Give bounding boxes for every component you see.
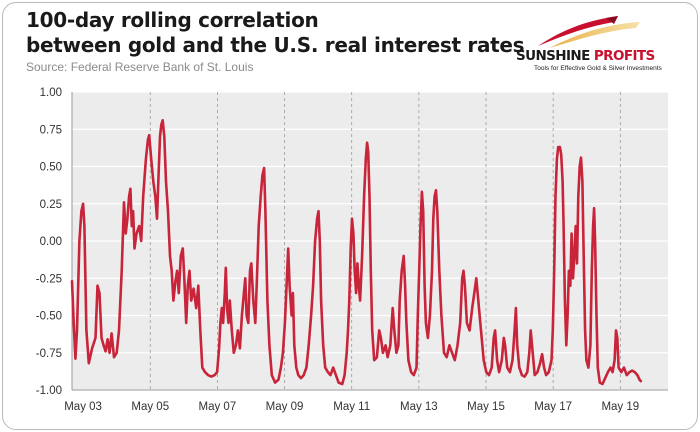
- y-tick-label: -1.00: [36, 385, 62, 397]
- logo-tagline: Tools for Effective Gold & Silver Invest…: [534, 65, 662, 72]
- x-tick-label: May 11: [333, 401, 370, 413]
- chart-title-line1: 100-day rolling correlation: [26, 8, 319, 32]
- x-tick-label: May 05: [131, 401, 169, 413]
- x-tick-label: May 03: [64, 401, 102, 413]
- x-tick-label: May 17: [534, 401, 572, 413]
- y-tick-label: 0.00: [40, 236, 62, 248]
- y-tick-label: -0.50: [36, 311, 62, 323]
- y-tick-label: 1.00: [40, 87, 62, 99]
- sunshine-profits-logo: SUNSHINE PROFITS Tools for Effective Gol…: [510, 12, 680, 74]
- chart-title-line2: between gold and the U.S. real interest …: [26, 33, 525, 57]
- logo-swoosh-icon: [538, 16, 640, 48]
- y-tick-label: 0.75: [40, 124, 62, 136]
- logo-name: SUNSHINE PROFITS: [516, 48, 655, 64]
- y-tick-label: -0.75: [36, 348, 62, 360]
- logo-name-part2: PROFITS: [593, 48, 655, 64]
- x-tick-label: May 07: [199, 401, 237, 413]
- logo-name-part1: SUNSHINE: [516, 48, 590, 64]
- y-tick-label: 0.50: [40, 162, 62, 174]
- x-tick-label: May 09: [266, 401, 304, 413]
- x-tick-label: May 13: [400, 401, 438, 413]
- chart-source: Source: Federal Reserve Bank of St. Loui…: [26, 60, 254, 74]
- chart-title: 100-day rolling correlation between gold…: [26, 8, 525, 58]
- correlation-series-line: [70, 119, 643, 386]
- y-tick-label: -0.25: [36, 273, 62, 285]
- y-tick-label: 0.25: [40, 199, 62, 211]
- x-tick-label: May 19: [601, 401, 639, 413]
- x-tick-label: May 15: [467, 401, 505, 413]
